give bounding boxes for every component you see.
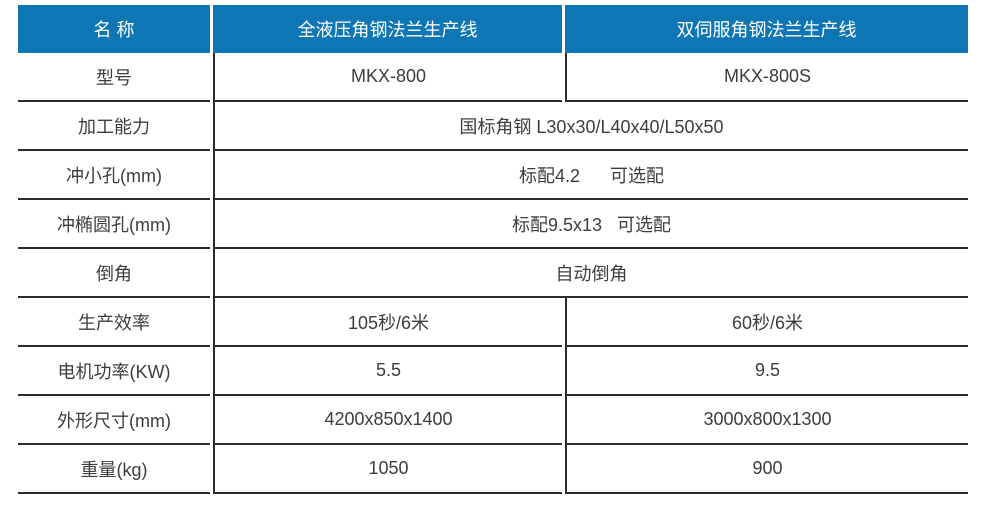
header-row: 名 称 全液压角钢法兰生产线 双伺服角钢法兰生产线 [18, 5, 968, 53]
spec-table-body: 型号 MKX-800 MKX-800S 加工能力 国标角钢 L30x30/L40… [18, 53, 968, 494]
value-cell-merged: 自动倒角 [213, 249, 968, 298]
table-row-chamfer: 倒角 自动倒角 [18, 249, 968, 298]
value-cell-merged: 国标角钢 L30x30/L40x40/L50x50 [213, 102, 968, 151]
product-spec-sheet: 名 称 全液压角钢法兰生产线 双伺服角钢法兰生产线 型号 MKX-800 MKX… [15, 5, 971, 494]
header-product-right-cell: 双伺服角钢法兰生产线 [565, 5, 968, 53]
table-row-oval-hole: 冲椭圆孔(mm) 标配9.5x13 可选配 [18, 200, 968, 249]
value-cell-left: MKX-800 [213, 53, 562, 102]
header-name-cell: 名 称 [18, 5, 210, 53]
value-cell-merged: 标配4.2 可选配 [213, 151, 968, 200]
table-row-small-hole: 冲小孔(mm) 标配4.2 可选配 [18, 151, 968, 200]
row-label-cell: 外形尺寸(mm) [18, 396, 210, 445]
value-cell-left: 1050 [213, 445, 562, 494]
value-cell-right: 9.5 [565, 347, 968, 396]
row-label-cell: 型号 [18, 53, 210, 102]
value-cell-left: 105秒/6米 [213, 298, 562, 347]
table-row-dimensions: 外形尺寸(mm) 4200x850x1400 3000x800x1300 [18, 396, 968, 445]
row-label-cell: 冲椭圆孔(mm) [18, 200, 210, 249]
value-cell-right: 60秒/6米 [565, 298, 968, 347]
value-cell-right: MKX-800S [565, 53, 968, 102]
header-product-left-cell: 全液压角钢法兰生产线 [213, 5, 562, 53]
row-label-cell: 重量(kg) [18, 445, 210, 494]
table-row-capacity: 加工能力 国标角钢 L30x30/L40x40/L50x50 [18, 102, 968, 151]
row-label-cell: 生产效率 [18, 298, 210, 347]
table-row-model: 型号 MKX-800 MKX-800S [18, 53, 968, 102]
row-label-cell: 电机功率(KW) [18, 347, 210, 396]
row-label-cell: 倒角 [18, 249, 210, 298]
row-label-cell: 冲小孔(mm) [18, 151, 210, 200]
value-cell-right: 3000x800x1300 [565, 396, 968, 445]
spec-table-header: 名 称 全液压角钢法兰生产线 双伺服角钢法兰生产线 [18, 5, 968, 53]
value-cell-merged: 标配9.5x13 可选配 [213, 200, 968, 249]
value-cell-left: 5.5 [213, 347, 562, 396]
spec-table: 名 称 全液压角钢法兰生产线 双伺服角钢法兰生产线 型号 MKX-800 MKX… [15, 5, 971, 494]
table-row-efficiency: 生产效率 105秒/6米 60秒/6米 [18, 298, 968, 347]
value-cell-left: 4200x850x1400 [213, 396, 562, 445]
value-cell-right: 900 [565, 445, 968, 494]
table-row-weight: 重量(kg) 1050 900 [18, 445, 968, 494]
row-label-cell: 加工能力 [18, 102, 210, 151]
table-row-motor-power: 电机功率(KW) 5.5 9.5 [18, 347, 968, 396]
